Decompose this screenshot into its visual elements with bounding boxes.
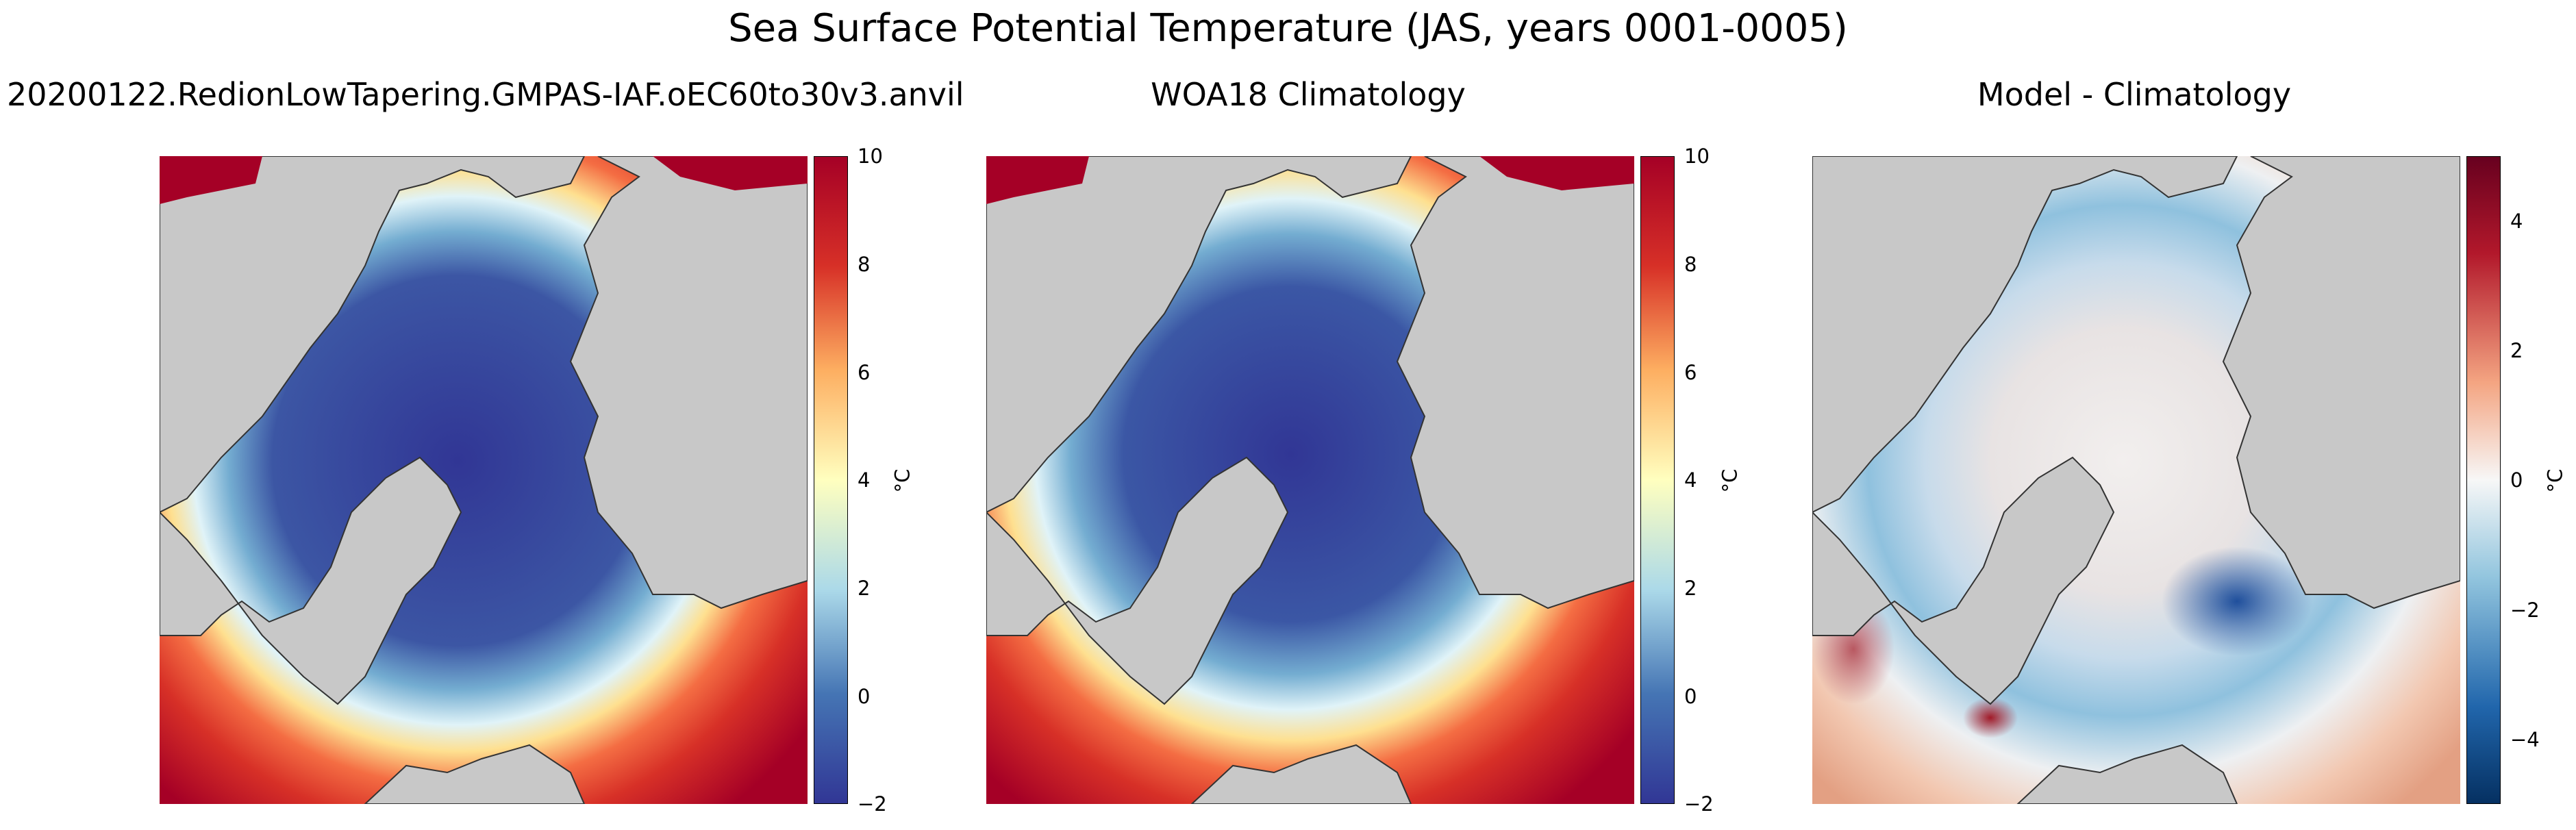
- panel-1-map: [160, 156, 808, 804]
- colorbar-3-tick: 2: [2510, 339, 2523, 362]
- cold-anomaly: [2162, 546, 2312, 656]
- warm-anomaly: [1963, 697, 2018, 738]
- figure-title: Sea Surface Potential Temperature (JAS, …: [728, 6, 1848, 51]
- panel-1-colorbar: [814, 156, 848, 804]
- panel-1-title: 20200122.RedionLowTapering.GMPAS-IAF.oEC…: [7, 76, 964, 113]
- colorbar-2-tick: 2: [1684, 577, 1697, 600]
- colorbar-1-tick: 8: [858, 253, 871, 276]
- land-north-america: [160, 156, 586, 514]
- colorbar-1-tick: 10: [858, 144, 883, 168]
- panel-2-title: WOA18 Climatology: [1151, 76, 1466, 113]
- land-scandinavia: [364, 744, 586, 804]
- colorbar-1-tick: 4: [858, 468, 871, 492]
- land-scandinavia: [1190, 744, 1412, 804]
- colorbar-1-tick: 6: [858, 361, 871, 384]
- panel-3-map: [1812, 156, 2460, 804]
- land-greenland: [1812, 456, 2115, 705]
- panel-2-colorbar: [1640, 156, 1675, 804]
- colorbar-2-tick: 0: [1684, 685, 1697, 708]
- land-north-america: [1812, 156, 2238, 514]
- colorbar-1-label: °C: [890, 468, 914, 493]
- colorbar-1-tick: −2: [858, 792, 887, 816]
- colorbar-2-tick: 10: [1684, 144, 1710, 168]
- land-greenland: [160, 456, 462, 705]
- warm-water-north-east: [653, 156, 808, 190]
- warm-water-north: [986, 156, 1089, 204]
- panel-3-colorbar: [2466, 156, 2501, 804]
- land-scandinavia: [2016, 744, 2238, 804]
- land-greenland: [986, 456, 1289, 705]
- colorbar-2-tick: 8: [1684, 253, 1697, 276]
- colorbar-1-tick: 2: [858, 577, 871, 600]
- colorbar-3-tick: −2: [2510, 599, 2540, 622]
- land-eurasia: [2222, 156, 2460, 609]
- warm-water-north: [160, 156, 262, 204]
- colorbar-3-tick: −4: [2510, 728, 2540, 751]
- land-eurasia: [1396, 156, 1634, 609]
- panel-2-map: [986, 156, 1634, 804]
- land-north-america: [986, 156, 1412, 514]
- colorbar-3-tick: 4: [2510, 210, 2523, 233]
- colorbar-2-tick: −2: [1684, 792, 1714, 816]
- colorbar-2-tick: 6: [1684, 361, 1697, 384]
- warm-water-north-east: [1479, 156, 1634, 190]
- colorbar-3-tick: 0: [2510, 468, 2523, 492]
- colorbar-2-tick: 4: [1684, 468, 1697, 492]
- panel-3-title: Model - Climatology: [1977, 76, 2292, 113]
- colorbar-1-tick: 0: [858, 685, 871, 708]
- land-eurasia: [569, 156, 808, 609]
- colorbar-2-label: °C: [1718, 468, 1742, 493]
- colorbar-3-label: °C: [2543, 468, 2567, 493]
